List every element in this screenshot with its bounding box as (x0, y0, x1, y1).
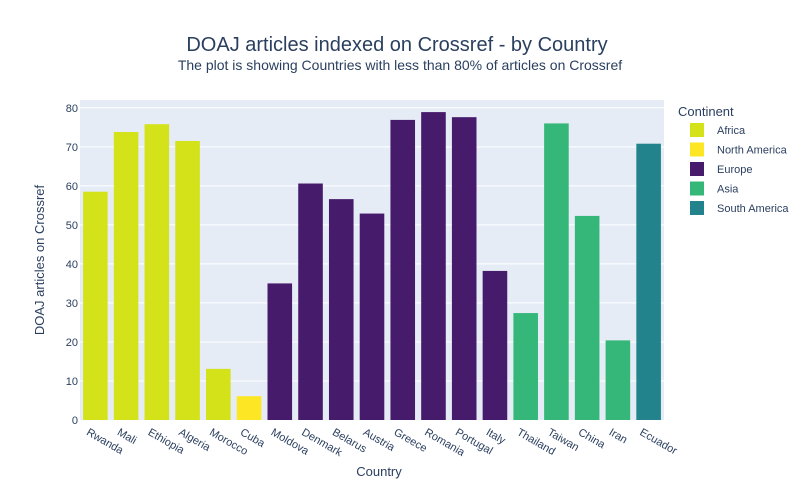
bar-portugal[interactable] (451, 117, 477, 421)
y-tick-label: 80 (66, 103, 78, 115)
x-axis-title: Country (356, 464, 402, 479)
y-tick-label: 70 (66, 142, 78, 154)
y-tick-label: 30 (66, 298, 78, 310)
bar-moldova[interactable] (267, 283, 293, 420)
bar-china[interactable] (574, 215, 600, 420)
y-tick-label: 50 (66, 220, 78, 232)
bar-rwanda[interactable] (83, 191, 108, 420)
bar-cuba[interactable] (236, 396, 262, 420)
bar-morocco[interactable] (206, 368, 231, 420)
chart-title: DOAJ articles indexed on Crossref - by C… (186, 34, 607, 56)
legend-label: South America (717, 203, 789, 215)
bar-belarus[interactable] (328, 199, 354, 420)
bar-romania[interactable] (421, 112, 446, 420)
legend-swatch[interactable] (690, 142, 704, 157)
bar-algeria[interactable] (175, 140, 200, 420)
x-tick-label: Iran (607, 426, 629, 446)
y-tick-label: 40 (66, 259, 78, 271)
bar-iran[interactable] (605, 340, 631, 420)
legend-swatch[interactable] (690, 201, 704, 215)
legend-swatch[interactable] (690, 181, 704, 196)
bar-greece[interactable] (390, 119, 416, 420)
bar-denmark[interactable] (298, 183, 323, 420)
legend-label: Asia (717, 184, 739, 196)
x-tick-label: China (576, 426, 608, 451)
legend: Africa North America Europe Asia South Ameri… (690, 123, 789, 215)
chart-subtitle: The plot is showing Countries with less … (178, 57, 622, 73)
x-tick-label: Austria (361, 426, 397, 454)
x-tick-label: Ecuador (638, 426, 680, 457)
legend-title: Continent (678, 104, 734, 119)
y-tick-label: 60 (66, 181, 78, 193)
legend-label: Europe (717, 164, 752, 176)
legend-label: North America (717, 145, 788, 157)
y-tick-label: 20 (66, 337, 78, 349)
y-tick-label: 0 (72, 415, 78, 427)
bar-austria[interactable] (359, 213, 385, 420)
bar-mali[interactable] (113, 132, 139, 420)
bar-italy[interactable] (482, 270, 508, 420)
bar-thailand[interactable] (513, 313, 538, 420)
legend-label: Africa (717, 125, 746, 137)
y-tick-label: 10 (66, 376, 78, 388)
bar-taiwan[interactable] (544, 123, 569, 420)
legend-swatch[interactable] (690, 162, 704, 176)
legend-swatch[interactable] (690, 123, 704, 137)
bars-group (83, 112, 661, 421)
bar-ethiopia[interactable] (144, 124, 170, 420)
x-tick-label: Greece (392, 426, 429, 454)
bar-ecuador[interactable] (636, 143, 661, 420)
y-axis-title: DOAJ articles on Crossref (32, 184, 47, 335)
y-axis-ticks: 0 10 20 30 40 50 60 70 80 (66, 103, 78, 427)
